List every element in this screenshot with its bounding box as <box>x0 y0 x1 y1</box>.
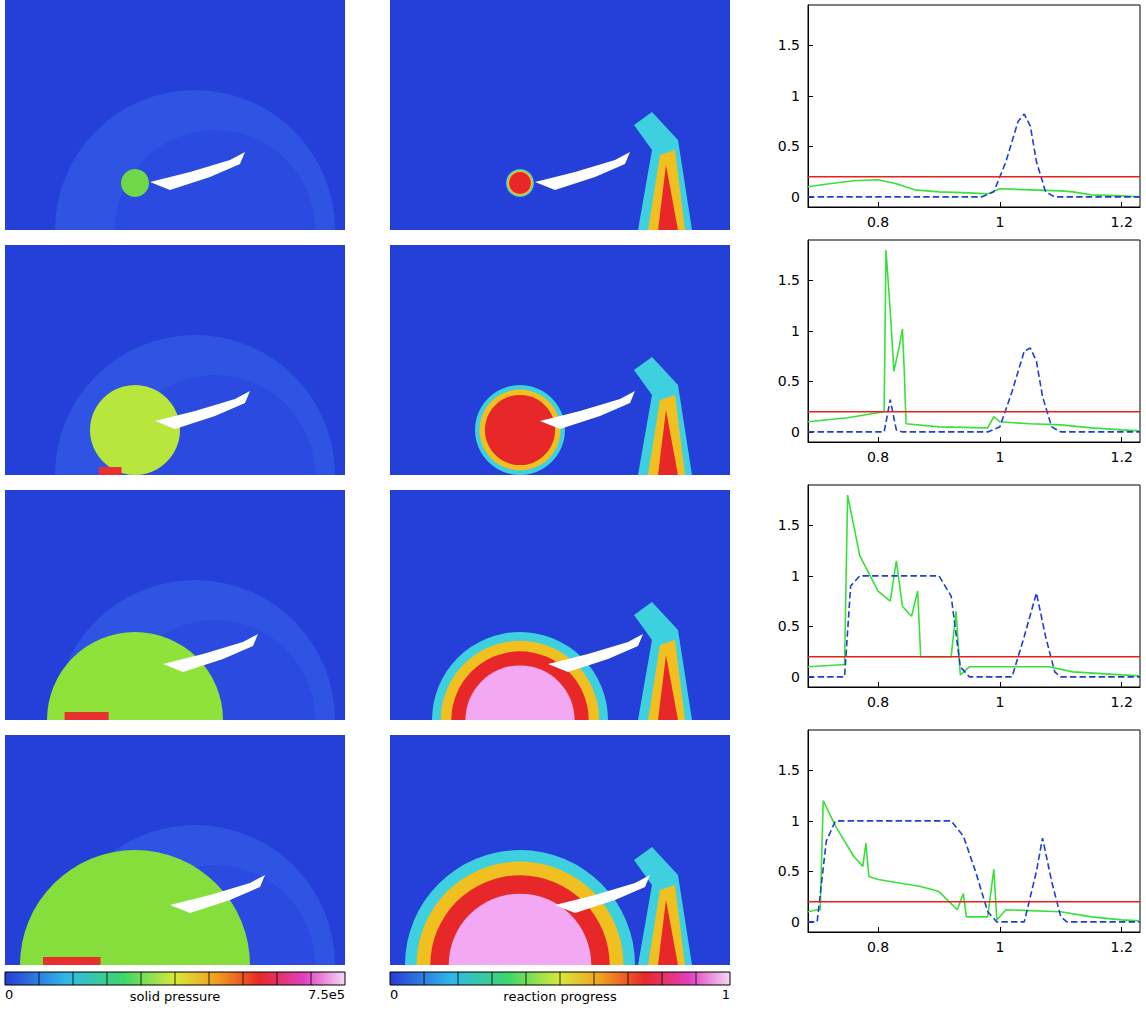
svg-text:reaction progress: reaction progress <box>503 989 617 1004</box>
svg-text:0.8: 0.8 <box>867 939 889 955</box>
svg-text:1.2: 1.2 <box>1111 694 1133 710</box>
svg-text:1: 1 <box>791 88 800 104</box>
svg-text:0: 0 <box>791 914 800 930</box>
svg-text:1.5: 1.5 <box>778 272 800 288</box>
svg-text:1: 1 <box>722 987 730 1002</box>
svg-text:1: 1 <box>791 568 800 584</box>
svg-text:0.5: 0.5 <box>778 863 800 879</box>
svg-text:1.5: 1.5 <box>778 762 800 778</box>
svg-text:1: 1 <box>995 939 1004 955</box>
svg-text:0.8: 0.8 <box>867 449 889 465</box>
svg-text:1: 1 <box>995 449 1004 465</box>
svg-text:1: 1 <box>995 214 1004 230</box>
svg-text:0: 0 <box>5 987 13 1002</box>
svg-text:1.2: 1.2 <box>1111 939 1133 955</box>
svg-text:1.2: 1.2 <box>1111 214 1133 230</box>
svg-text:0.8: 0.8 <box>867 214 889 230</box>
svg-text:1: 1 <box>791 813 800 829</box>
svg-text:1.2: 1.2 <box>1111 449 1133 465</box>
svg-text:solid pressure: solid pressure <box>130 989 221 1004</box>
svg-text:0.5: 0.5 <box>778 618 800 634</box>
svg-text:1.5: 1.5 <box>778 37 800 53</box>
svg-text:0: 0 <box>791 669 800 685</box>
svg-text:1: 1 <box>995 694 1004 710</box>
svg-text:0.5: 0.5 <box>778 373 800 389</box>
svg-text:0.8: 0.8 <box>867 694 889 710</box>
svg-text:7.5e5: 7.5e5 <box>308 987 345 1002</box>
svg-text:0: 0 <box>791 424 800 440</box>
svg-text:1.5: 1.5 <box>778 517 800 533</box>
svg-text:0: 0 <box>390 987 398 1002</box>
svg-text:0.5: 0.5 <box>778 138 800 154</box>
svg-text:1: 1 <box>791 323 800 339</box>
svg-text:0: 0 <box>791 189 800 205</box>
